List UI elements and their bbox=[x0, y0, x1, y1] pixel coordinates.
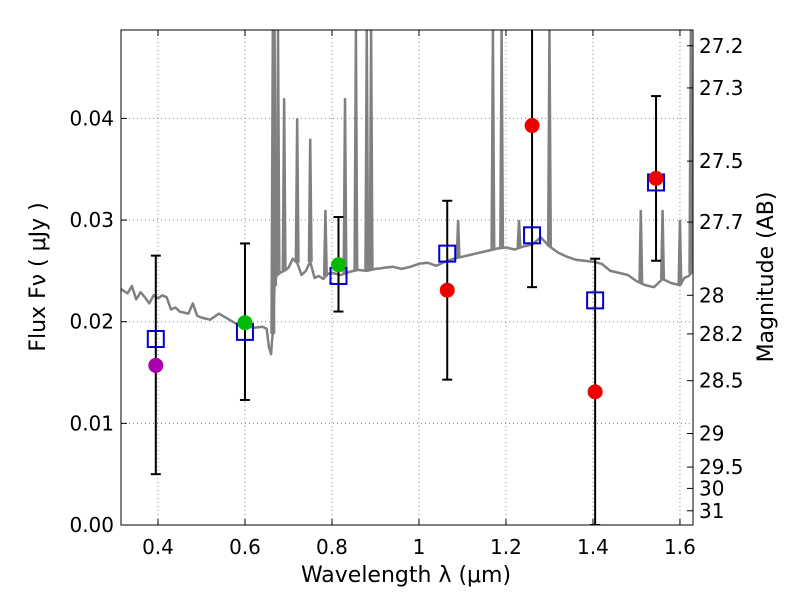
emission-line bbox=[281, 98, 287, 271]
x-tick-label: 0.6 bbox=[229, 535, 261, 559]
x-tick-label: 1 bbox=[413, 535, 426, 559]
y-tick-label: 0.00 bbox=[69, 513, 114, 537]
data-point bbox=[237, 315, 253, 331]
model-spectrum bbox=[121, 30, 693, 356]
emission-line bbox=[342, 98, 348, 274]
magnitude-tick-label: 28.2 bbox=[699, 322, 744, 346]
model-box bbox=[146, 329, 165, 348]
magnitude-tick-label: 27.7 bbox=[699, 210, 744, 234]
magnitude-tick-label: 27.5 bbox=[699, 149, 744, 173]
magnitude-tick-label: 29 bbox=[699, 422, 724, 446]
y-tick-label: 0.04 bbox=[69, 106, 114, 130]
emission-line bbox=[322, 209, 328, 277]
y-axis-label: Flux Fν ( μJy ) bbox=[26, 202, 51, 351]
grid-lines bbox=[121, 30, 693, 526]
x-tick-label: 0.4 bbox=[142, 535, 174, 559]
y-tick-label: 0.02 bbox=[69, 310, 114, 334]
emission-line bbox=[490, 30, 496, 250]
emission-line bbox=[659, 209, 666, 280]
spectrum-continuum bbox=[121, 236, 693, 356]
y-tick-label: 0.01 bbox=[69, 411, 114, 435]
emission-line bbox=[294, 118, 300, 263]
magnitude-axis-label: Magnitude (AB) bbox=[754, 192, 779, 363]
emission-line bbox=[275, 30, 281, 275]
model-box bbox=[586, 291, 605, 310]
x-tick-label: 0.8 bbox=[316, 535, 348, 559]
emission-line bbox=[368, 30, 374, 270]
error-bars bbox=[150, 30, 662, 525]
emission-line bbox=[364, 30, 370, 271]
magnitude-tick-label: 27.3 bbox=[699, 76, 744, 100]
x-axis-ticks: 0.4 0.6 0.8 1 1.2 1.4 1.6 bbox=[142, 30, 696, 559]
x-tick-label: 1.4 bbox=[577, 535, 609, 559]
emission-line bbox=[499, 30, 505, 249]
emission-line bbox=[353, 30, 359, 271]
emission-line bbox=[455, 220, 461, 258]
magnitude-tick-label: 29.5 bbox=[699, 455, 744, 479]
data-point bbox=[587, 384, 603, 400]
magnitude-tick-label: 30 bbox=[699, 476, 724, 500]
plot-frame bbox=[120, 29, 694, 526]
data-point bbox=[148, 357, 164, 373]
data-point bbox=[439, 282, 455, 298]
magnitude-tick-label: 28.5 bbox=[699, 369, 744, 393]
emission-line bbox=[546, 30, 553, 247]
emission-line bbox=[677, 220, 683, 286]
magnitude-tick-label: 27.2 bbox=[699, 34, 744, 58]
magnitude-tick-label: 28 bbox=[699, 283, 724, 307]
data-point bbox=[648, 170, 664, 186]
model-box bbox=[523, 226, 542, 245]
emission-line bbox=[516, 220, 522, 249]
x-tick-label: 1.6 bbox=[664, 535, 696, 559]
x-axis-label: Wavelength λ (μm) bbox=[301, 563, 511, 588]
observed-photometry bbox=[148, 118, 664, 400]
emission-line bbox=[638, 209, 644, 284]
emission-line bbox=[307, 138, 313, 262]
emission-line bbox=[688, 30, 693, 274]
y-tick-label: 0.03 bbox=[69, 208, 114, 232]
magnitude-tick-label: 31 bbox=[699, 499, 724, 523]
y-axis-ticks: 0.00 0.01 0.02 0.03 0.04 bbox=[69, 106, 127, 537]
data-point bbox=[524, 118, 540, 134]
data-point bbox=[330, 257, 346, 273]
model-box bbox=[438, 244, 457, 263]
emission-line bbox=[271, 30, 278, 287]
x-tick-label: 1.2 bbox=[490, 535, 522, 559]
